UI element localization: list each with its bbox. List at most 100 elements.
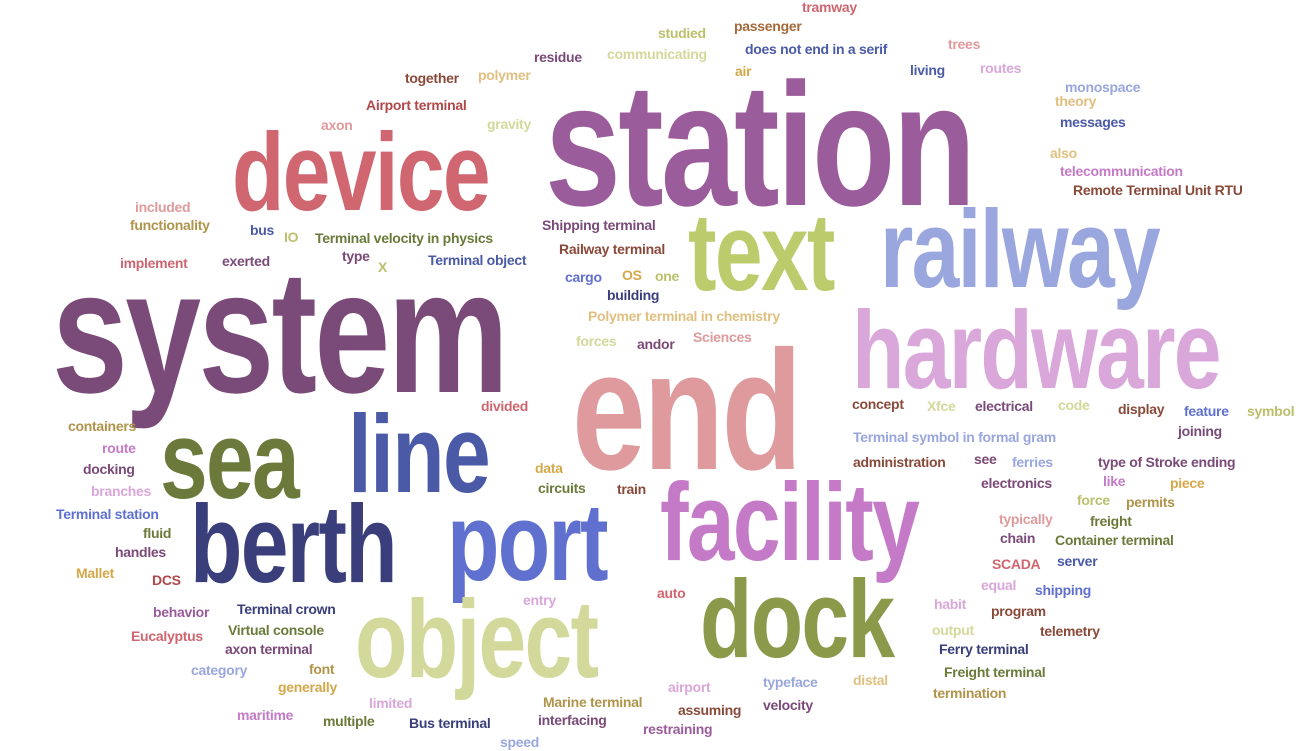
word: included bbox=[135, 199, 191, 215]
word: electronics bbox=[981, 475, 1052, 491]
word: typically bbox=[999, 511, 1053, 527]
word: type of Stroke ending bbox=[1098, 454, 1236, 470]
word: maritime bbox=[237, 707, 294, 723]
word: handles bbox=[115, 544, 166, 560]
word: functionality bbox=[130, 217, 210, 233]
word: communicating bbox=[607, 46, 707, 62]
word: Terminal velocity in physics bbox=[315, 230, 493, 246]
word: Ferry terminal bbox=[939, 641, 1029, 657]
word: together bbox=[405, 70, 459, 86]
word: velocity bbox=[763, 697, 813, 713]
word: gravity bbox=[487, 116, 531, 132]
word: ferries bbox=[1012, 454, 1053, 470]
word: cargo bbox=[565, 269, 602, 285]
word: telecommunication bbox=[1060, 163, 1183, 179]
word: one bbox=[655, 268, 680, 284]
word: equal bbox=[981, 577, 1017, 593]
word: airport bbox=[668, 679, 711, 695]
word: behavior bbox=[153, 604, 210, 620]
word: monospace bbox=[1065, 79, 1141, 95]
word: speed bbox=[500, 734, 540, 750]
word: code bbox=[1058, 397, 1090, 413]
word: axon bbox=[321, 117, 353, 133]
word: assuming bbox=[678, 702, 742, 718]
word: feature bbox=[1184, 403, 1229, 419]
word: bus bbox=[250, 222, 275, 238]
word: Shipping terminal bbox=[542, 217, 656, 233]
word: facility bbox=[660, 461, 920, 584]
word: force bbox=[1077, 492, 1110, 508]
word: implement bbox=[120, 255, 188, 271]
word: Terminal symbol in formal gram bbox=[853, 429, 1056, 445]
word: route bbox=[102, 440, 136, 456]
word: Airport terminal bbox=[366, 97, 467, 113]
word: DCS bbox=[152, 572, 181, 588]
word: device bbox=[232, 111, 491, 234]
word: type bbox=[342, 248, 370, 264]
word: generally bbox=[278, 679, 337, 695]
word: like bbox=[1103, 473, 1126, 489]
word: multiple bbox=[323, 713, 375, 729]
word: see bbox=[974, 451, 997, 467]
word: dock bbox=[700, 558, 895, 681]
word: docking bbox=[83, 461, 135, 477]
word: X bbox=[378, 259, 388, 275]
word: limited bbox=[369, 695, 413, 711]
word: shipping bbox=[1035, 582, 1092, 598]
word: line bbox=[348, 393, 491, 516]
word: distal bbox=[853, 672, 888, 688]
word: telemetry bbox=[1040, 623, 1100, 639]
word: Railway terminal bbox=[559, 241, 666, 257]
word: does not end in a serif bbox=[745, 41, 888, 57]
word: object bbox=[355, 578, 599, 701]
word: symbol bbox=[1247, 403, 1295, 419]
word: category bbox=[191, 662, 248, 678]
word: axon terminal bbox=[225, 641, 313, 657]
word: polymer bbox=[478, 67, 531, 83]
word: end bbox=[572, 316, 802, 506]
word: port bbox=[447, 481, 609, 604]
word: SCADA bbox=[992, 556, 1041, 572]
word: Container terminal bbox=[1055, 532, 1174, 548]
word: habit bbox=[934, 596, 967, 612]
word: living bbox=[910, 62, 945, 78]
word: system bbox=[52, 235, 509, 430]
word: Terminal crown bbox=[237, 601, 336, 617]
word: restraining bbox=[643, 721, 713, 737]
word: also bbox=[1050, 145, 1077, 161]
word: containers bbox=[68, 418, 136, 434]
word: forces bbox=[576, 333, 617, 349]
word: train bbox=[617, 481, 646, 497]
word: andor bbox=[637, 336, 675, 352]
word: exerted bbox=[222, 253, 270, 269]
word: theory bbox=[1055, 93, 1097, 109]
word: typeface bbox=[763, 674, 818, 690]
word: sea bbox=[160, 399, 300, 522]
word: program bbox=[991, 603, 1046, 619]
word: server bbox=[1057, 553, 1098, 569]
word: studied bbox=[658, 25, 706, 41]
word: Virtual console bbox=[228, 622, 324, 638]
word: residue bbox=[534, 49, 582, 65]
word: divided bbox=[481, 398, 529, 414]
word: termination bbox=[933, 685, 1007, 701]
word: Bus terminal bbox=[409, 715, 491, 731]
word: concept bbox=[852, 396, 904, 412]
word: trees bbox=[948, 36, 981, 52]
word: air bbox=[735, 63, 752, 79]
word: circuits bbox=[538, 480, 586, 496]
word: IO bbox=[284, 229, 299, 245]
word: font bbox=[309, 661, 335, 677]
word: tramway bbox=[802, 0, 857, 15]
word: entry bbox=[523, 592, 556, 608]
word: Terminal object bbox=[428, 252, 527, 268]
word: display bbox=[1118, 401, 1165, 417]
word: OS bbox=[622, 267, 642, 283]
word: auto bbox=[657, 585, 686, 601]
word: hardware bbox=[852, 289, 1221, 412]
word: routes bbox=[980, 60, 1022, 76]
word: electrical bbox=[975, 398, 1033, 414]
word: branches bbox=[91, 483, 152, 499]
word: building bbox=[607, 287, 660, 303]
